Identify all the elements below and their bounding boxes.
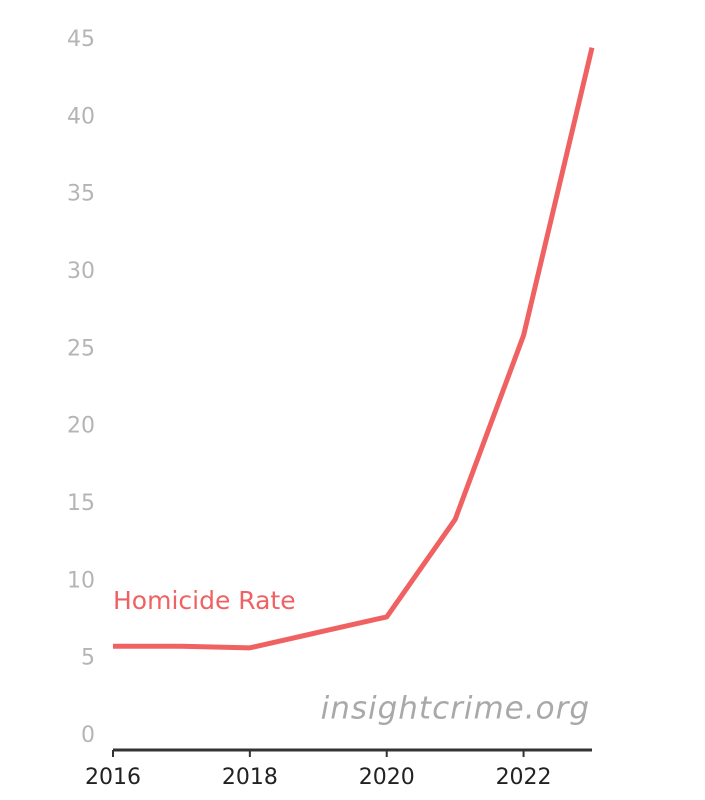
y-tick-label: 40 (67, 104, 95, 129)
y-tick-label: 20 (67, 414, 95, 439)
x-tick-label: 2016 (85, 765, 141, 790)
x-tick-label: 2022 (496, 765, 552, 790)
watermark: insightcrime.org (321, 691, 590, 727)
series-line (113, 47, 595, 651)
y-tick-label: 35 (67, 182, 95, 207)
y-tick-label: 30 (67, 259, 95, 284)
series-label: Homicide Rate (113, 586, 296, 615)
x-tick-label: 2018 (222, 765, 278, 790)
y-tick-label: 10 (67, 568, 95, 593)
y-tick-label: 5 (81, 646, 95, 671)
y-tick-label: 25 (67, 336, 95, 361)
x-tick-label: 2020 (359, 765, 415, 790)
y-tick-label: 45 (67, 27, 95, 52)
y-tick-label: 15 (67, 491, 95, 516)
y-tick-label: 0 (81, 723, 95, 748)
